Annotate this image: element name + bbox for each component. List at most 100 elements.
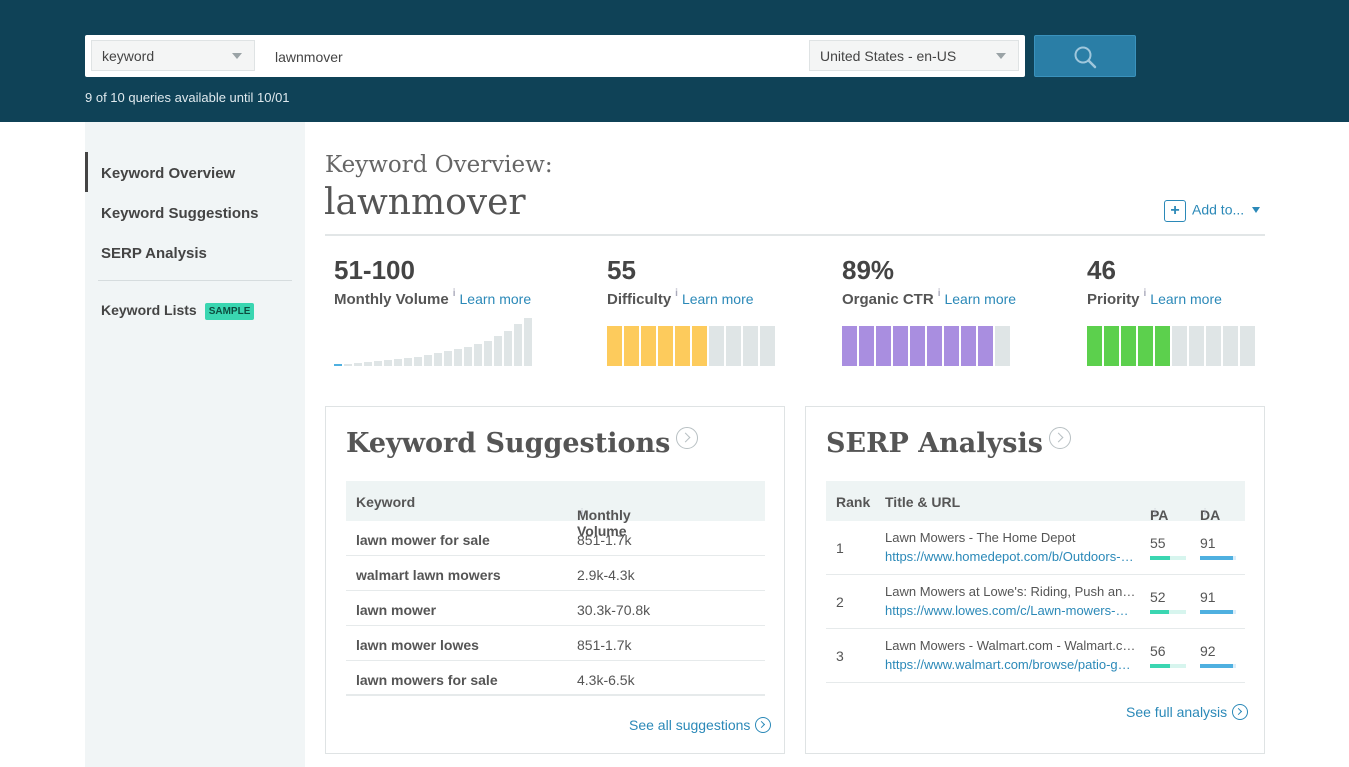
meter-segment	[1189, 326, 1204, 366]
sidebar-item-serp-analysis[interactable]: SERP Analysis	[101, 245, 207, 262]
info-icon[interactable]: i	[675, 288, 678, 299]
page-title-prefix: Keyword Overview:	[325, 152, 553, 178]
search-icon	[1074, 46, 1097, 69]
info-icon[interactable]: i	[1154, 507, 1156, 517]
row-da: 91	[1200, 589, 1216, 605]
col-keyword: Keyword	[356, 494, 416, 510]
row-title[interactable]: Lawn Mowers - Walmart.com - Walmart.com	[885, 638, 1137, 653]
table-row: lawn mower 30.3k-70.8k	[346, 591, 765, 626]
metric-monthly-volume: 51-100 Monthly Volume i Learn more	[334, 255, 532, 366]
row-url-link[interactable]: https://www.homedepot.com/b/Outdoors-Out…	[885, 549, 1137, 564]
search-box: keyword lawnmover United States - en-US	[85, 35, 1025, 77]
row-volume: 2.9k-4.3k	[577, 567, 635, 583]
row-rank: 3	[836, 648, 844, 664]
meter-segment	[1223, 326, 1238, 366]
metric-label: Organic CTR i Learn more	[842, 288, 1017, 308]
serp-analysis-card: SERP Analysis Rank Title & URL PA i DA i 1…	[805, 406, 1265, 754]
da-meter-fill	[1200, 610, 1233, 614]
table-row: lawn mower for sale 851-1.7k	[346, 521, 765, 556]
pa-meter-fill	[1150, 610, 1169, 614]
pa-meter	[1150, 664, 1186, 668]
chevron-down-icon	[232, 53, 242, 59]
query-type-select[interactable]: keyword	[91, 40, 255, 71]
see-full-analysis-link[interactable]: See full analysis	[1126, 704, 1249, 720]
volume-trend-bar	[454, 349, 462, 366]
volume-trend-bar	[444, 351, 452, 366]
add-to-label: Add to...	[1192, 201, 1245, 218]
meter-segment	[1121, 326, 1136, 366]
info-icon[interactable]: i	[1143, 288, 1147, 299]
locale-select[interactable]: United States - en-US	[809, 40, 1019, 71]
table-header: Rank Title & URL PA i DA i	[826, 481, 1245, 523]
sidebar: Keyword Overview Keyword Suggestions SER…	[85, 122, 305, 767]
meter-segment	[743, 326, 758, 366]
info-icon[interactable]: i	[581, 507, 583, 517]
table-header: Keyword Monthly Volume i	[346, 481, 765, 539]
meter-segment	[1087, 326, 1102, 366]
row-title[interactable]: Lawn Mowers at Lowe's: Riding, Push and …	[885, 584, 1137, 599]
info-icon[interactable]: i	[937, 288, 941, 299]
title-divider	[325, 234, 1265, 236]
sidebar-item-keyword-suggestions[interactable]: Keyword Suggestions	[101, 205, 259, 222]
table-row: lawn mower lowes 851-1.7k	[346, 626, 765, 661]
row-pa: 55	[1150, 535, 1166, 551]
add-to-button[interactable]: + Add to...	[1164, 200, 1261, 222]
row-keyword[interactable]: walmart lawn mowers	[356, 567, 501, 583]
row-url-link[interactable]: https://www.walmart.com/browse/patio-gar…	[885, 657, 1137, 672]
meter-segment	[961, 326, 976, 366]
col-rank: Rank	[836, 494, 871, 510]
info-icon[interactable]: i	[452, 288, 456, 299]
row-keyword[interactable]: lawn mower for sale	[356, 532, 490, 548]
row-keyword[interactable]: lawn mower	[356, 602, 437, 618]
search-button[interactable]	[1034, 35, 1136, 77]
meter-segment	[910, 326, 925, 366]
sidebar-item-keyword-overview[interactable]: Keyword Overview	[101, 165, 236, 182]
da-meter-fill	[1200, 556, 1233, 560]
learn-more-link[interactable]: Learn more	[459, 291, 532, 307]
row-keyword[interactable]: lawn mower lowes	[356, 637, 479, 653]
volume-trend-bar	[374, 361, 382, 366]
volume-trend-bar	[334, 364, 342, 366]
meter-segment	[1172, 326, 1187, 366]
learn-more-link[interactable]: Learn more	[681, 291, 754, 307]
metric-difficulty: 55 Difficulty i Learn more	[607, 255, 775, 366]
locale-value: United States - en-US	[820, 48, 957, 64]
row-title[interactable]: Lawn Mowers - The Home Depot	[885, 530, 1076, 545]
meter-segment	[1240, 326, 1255, 366]
meter-segment	[726, 326, 741, 366]
plus-icon: +	[1164, 200, 1186, 222]
arrow-right-circle-icon[interactable]	[676, 427, 699, 449]
metric-value: 55	[607, 255, 636, 285]
table-row: 3 Lawn Mowers - Walmart.com - Walmart.com…	[826, 629, 1245, 683]
row-url-link[interactable]: https://www.lowes.com/c/Lawn-mowers-Outd…	[885, 603, 1137, 618]
pa-meter	[1150, 556, 1186, 560]
card-title[interactable]: SERP Analysis	[826, 427, 1071, 459]
top-search-bar: keyword lawnmover United States - en-US …	[0, 0, 1349, 122]
search-input[interactable]: lawnmover	[275, 49, 343, 65]
meter-segment	[995, 326, 1010, 366]
sidebar-item-keyword-lists[interactable]: Keyword Lists SAMPLE	[101, 302, 255, 320]
da-meter	[1200, 556, 1236, 560]
row-pa: 52	[1150, 589, 1166, 605]
volume-trend-bar	[504, 331, 512, 366]
arrow-right-circle-icon[interactable]	[1048, 427, 1071, 449]
query-quota: 9 of 10 queries available until 10/01	[85, 90, 290, 105]
meter-segment	[876, 326, 891, 366]
row-keyword[interactable]: lawn mowers for sale	[356, 672, 498, 688]
info-icon[interactable]: i	[1204, 507, 1206, 517]
arrow-right-circle-icon	[755, 717, 772, 733]
learn-more-link[interactable]: Learn more	[1150, 291, 1222, 307]
see-all-suggestions-link[interactable]: See all suggestions	[629, 717, 772, 733]
card-title[interactable]: Keyword Suggestions	[346, 427, 699, 459]
volume-trend-bar	[424, 355, 432, 366]
pa-meter	[1150, 610, 1186, 614]
row-volume: 851-1.7k	[577, 532, 632, 548]
row-da: 91	[1200, 535, 1216, 551]
volume-trend-bar	[484, 341, 492, 366]
row-volume: 30.3k-70.8k	[577, 602, 651, 618]
keyword-lists-label: Keyword Lists	[101, 302, 197, 318]
metric-priority: 46 Priority i Learn more	[1087, 255, 1255, 366]
learn-more-link[interactable]: Learn more	[944, 291, 1017, 307]
da-meter-fill	[1200, 664, 1234, 668]
table-row: lawn mowers for sale 4.3k-6.5k	[346, 661, 765, 696]
